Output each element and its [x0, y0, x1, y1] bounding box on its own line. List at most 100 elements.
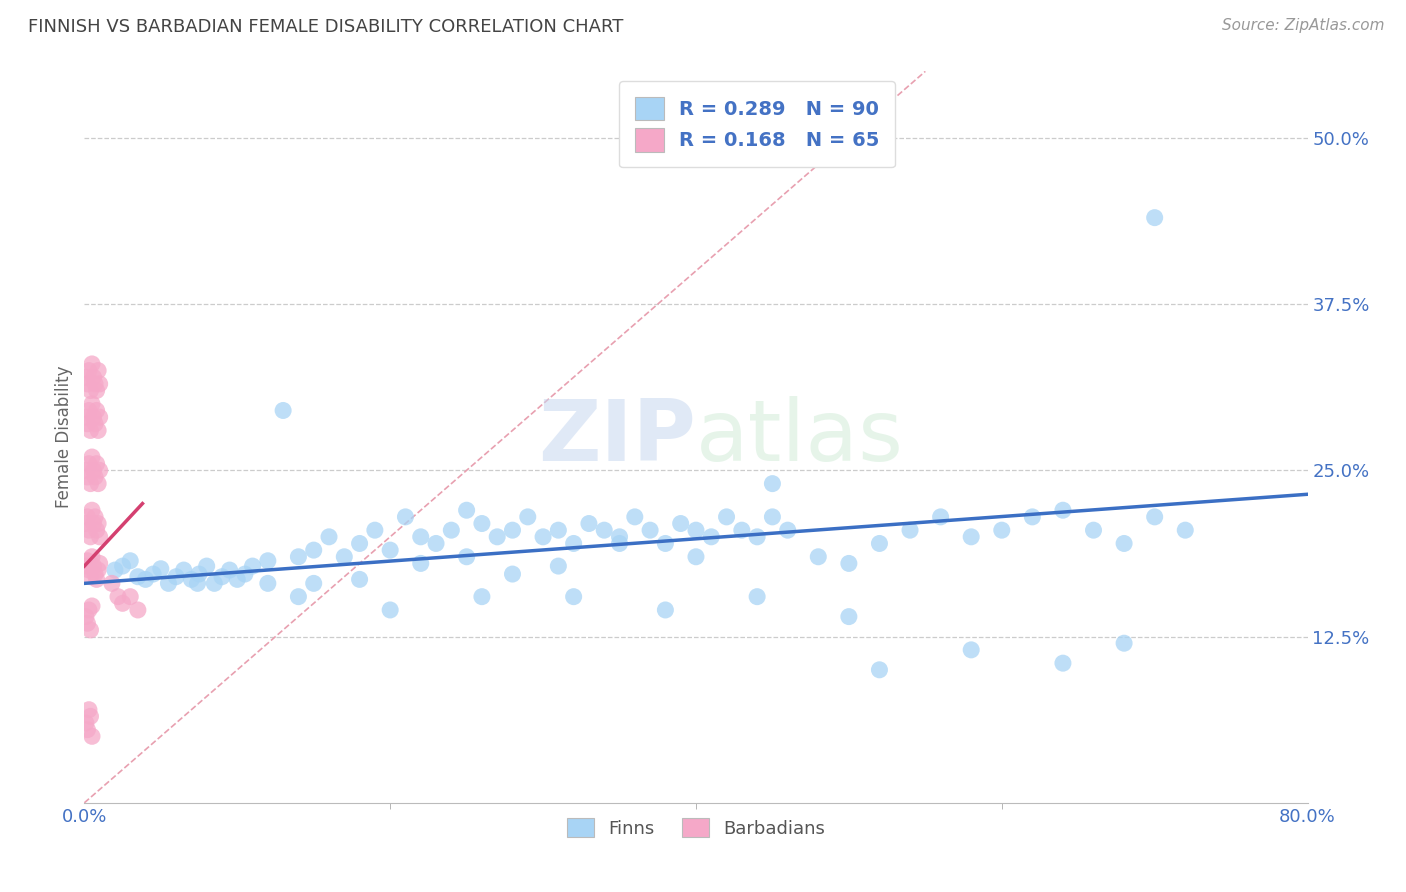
Point — [86, 523, 108, 537]
Point — [685, 549, 707, 564]
Point — [83, 559, 105, 574]
Point — [83, 370, 105, 384]
Point — [83, 410, 105, 425]
Point — [80, 729, 103, 743]
Point — [380, 603, 402, 617]
Point — [287, 590, 309, 604]
Point — [76, 470, 98, 484]
Point — [101, 576, 124, 591]
Point — [86, 573, 108, 587]
Point — [991, 523, 1014, 537]
Point — [149, 562, 172, 576]
Point — [75, 410, 97, 425]
Point — [83, 463, 105, 477]
Point — [84, 417, 107, 431]
Point — [1083, 523, 1105, 537]
Point — [669, 516, 692, 531]
Text: ZIP: ZIP — [538, 395, 696, 479]
Point — [1021, 509, 1043, 524]
Point — [89, 530, 111, 544]
Point — [929, 509, 952, 524]
Point — [440, 523, 463, 537]
Point — [1143, 509, 1166, 524]
Point — [654, 603, 676, 617]
Point — [471, 590, 494, 604]
Point — [761, 476, 783, 491]
Point — [747, 590, 769, 604]
Point — [135, 573, 157, 587]
Point — [502, 567, 524, 582]
Point — [86, 384, 108, 398]
Point — [624, 509, 647, 524]
Point — [75, 463, 97, 477]
Point — [80, 450, 103, 464]
Point — [77, 603, 100, 617]
Point — [157, 576, 180, 591]
Point — [578, 516, 600, 531]
Point — [76, 509, 98, 524]
Point — [364, 523, 387, 537]
Point — [80, 503, 103, 517]
Point — [898, 523, 921, 537]
Point — [79, 530, 101, 544]
Legend: Finns, Barbadians: Finns, Barbadians — [560, 811, 832, 845]
Point — [84, 567, 107, 582]
Point — [562, 590, 585, 604]
Point — [107, 590, 129, 604]
Point — [869, 663, 891, 677]
Point — [869, 536, 891, 550]
Point — [75, 609, 97, 624]
Point — [79, 424, 101, 438]
Point — [77, 363, 100, 377]
Point — [83, 516, 105, 531]
Point — [502, 523, 524, 537]
Text: Source: ZipAtlas.com: Source: ZipAtlas.com — [1222, 18, 1385, 33]
Point — [75, 559, 97, 574]
Point — [960, 643, 983, 657]
Point — [211, 570, 233, 584]
Point — [226, 573, 249, 587]
Point — [76, 417, 98, 431]
Point — [84, 376, 107, 391]
Point — [685, 523, 707, 537]
Point — [120, 554, 142, 568]
Point — [257, 576, 280, 591]
Point — [79, 623, 101, 637]
Point — [747, 530, 769, 544]
Point — [76, 554, 98, 568]
Point — [80, 357, 103, 371]
Point — [87, 476, 110, 491]
Point — [547, 523, 569, 537]
Point — [547, 559, 569, 574]
Point — [471, 516, 494, 531]
Point — [77, 703, 100, 717]
Point — [111, 596, 134, 610]
Point — [77, 457, 100, 471]
Point — [76, 723, 98, 737]
Point — [593, 523, 616, 537]
Text: FINNISH VS BARBADIAN FEMALE DISABILITY CORRELATION CHART: FINNISH VS BARBADIAN FEMALE DISABILITY C… — [28, 18, 623, 36]
Point — [180, 573, 202, 587]
Point — [233, 567, 256, 582]
Point — [80, 599, 103, 613]
Point — [807, 549, 830, 564]
Point — [89, 376, 111, 391]
Point — [202, 576, 225, 591]
Point — [271, 403, 294, 417]
Point — [75, 516, 97, 531]
Point — [380, 543, 402, 558]
Point — [89, 410, 111, 425]
Point — [186, 576, 208, 591]
Point — [104, 563, 127, 577]
Point — [195, 559, 218, 574]
Point — [87, 516, 110, 531]
Point — [77, 403, 100, 417]
Point — [609, 536, 631, 550]
Point — [257, 554, 280, 568]
Point — [654, 536, 676, 550]
Point — [1114, 536, 1136, 550]
Point — [287, 549, 309, 564]
Point — [318, 530, 340, 544]
Point — [486, 530, 509, 544]
Point — [1143, 211, 1166, 225]
